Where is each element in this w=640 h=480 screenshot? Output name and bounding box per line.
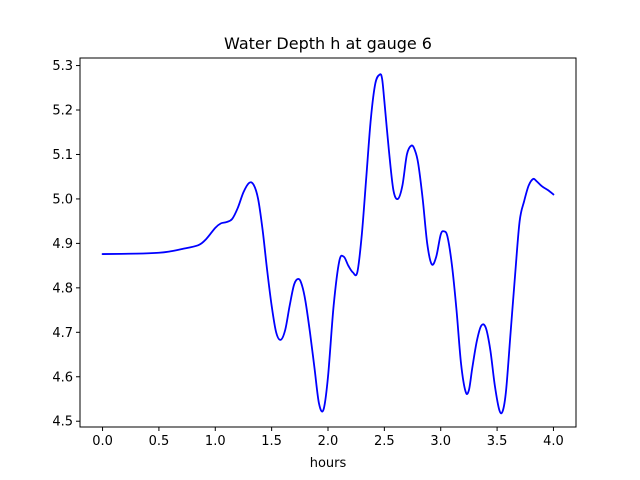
x-tick-label: 2.0 [318,434,339,449]
x-tick-label: 2.5 [374,434,395,449]
y-tick-label: 4.6 [52,370,73,385]
y-axis-ticks: 4.5 4.6 4.7 4.8 4.9 5.0 5.1 5.2 5.3 [52,59,80,430]
series-line [101,73,555,415]
x-tick-label: 0.5 [149,434,170,449]
x-tick-label: 1.0 [205,434,226,449]
plot-lines [101,73,555,415]
y-tick-label: 5.0 [52,192,73,207]
y-tick-label: 4.7 [52,326,73,341]
y-tick-label: 5.2 [52,104,73,119]
x-tick-label: 3.5 [487,434,508,449]
x-tick-label: 3.0 [430,434,451,449]
y-tick-label: 5.1 [52,148,73,163]
x-tick-label: 1.5 [261,434,282,449]
x-axis-label: hours [310,456,347,471]
y-tick-label: 4.8 [52,281,73,296]
chart-title: Water Depth h at gauge 6 [224,34,432,53]
x-tick-label: 0.0 [92,434,113,449]
x-axis-ticks: 0.0 0.5 1.0 1.5 2.0 2.5 3.0 3.5 4.0 [92,427,564,449]
y-tick-label: 4.9 [52,237,73,252]
y-tick-label: 4.5 [52,415,73,430]
y-tick-label: 5.3 [52,59,73,74]
axes-frame [79,57,577,428]
x-tick-label: 4.0 [543,434,564,449]
